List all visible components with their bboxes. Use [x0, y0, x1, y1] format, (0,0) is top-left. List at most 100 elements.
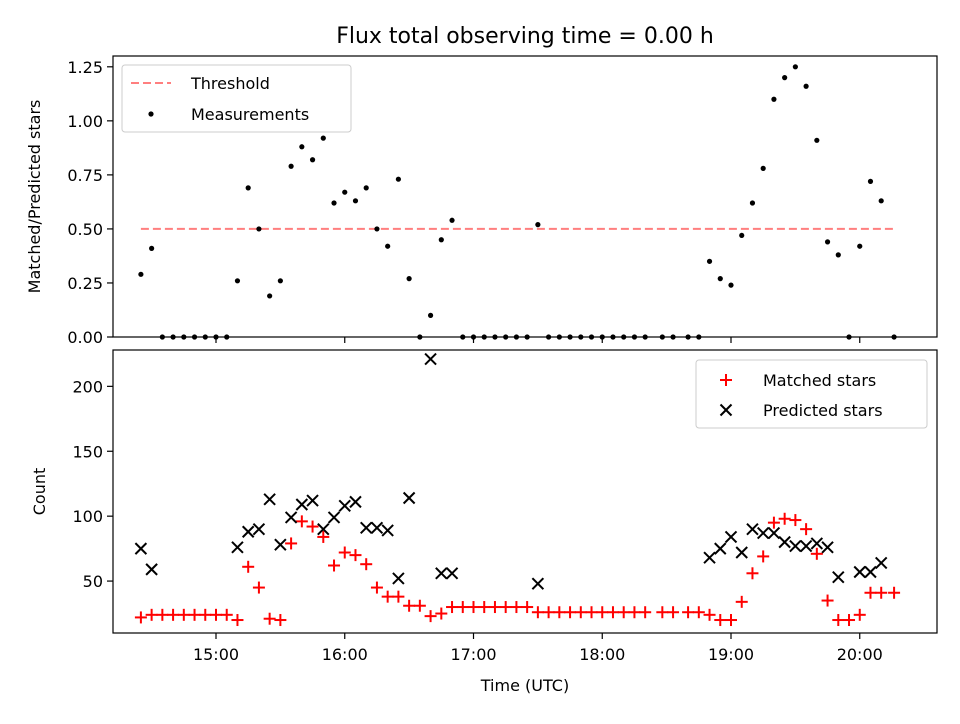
- matched-star-point: [328, 559, 341, 572]
- predicted-star-point: [767, 526, 781, 540]
- matched-star-point: [606, 606, 619, 619]
- predicted-star-point: [263, 493, 276, 506]
- y-tick-label: 100: [72, 507, 103, 526]
- y-tick-label: 50: [83, 572, 103, 591]
- cross-b: [360, 521, 373, 535]
- matched-star-point: [667, 606, 680, 619]
- measurement-point: [556, 334, 562, 340]
- matched-star-point: [306, 520, 319, 533]
- predicted-star-point: [381, 524, 394, 537]
- matched-star-point: [338, 546, 351, 559]
- measurement-point: [374, 226, 380, 232]
- matched-star-point: [778, 512, 791, 525]
- matched-star-point: [746, 567, 759, 580]
- matched-star-point: [692, 606, 705, 619]
- cross-b: [284, 511, 298, 524]
- measurement-point: [159, 334, 165, 340]
- measurement-point: [385, 243, 391, 249]
- legend-predicted-label: Predicted stars: [763, 401, 883, 420]
- cross-b: [799, 539, 813, 553]
- predicted-star-point: [424, 352, 437, 366]
- cross-b: [370, 521, 384, 535]
- measurement-point: [202, 334, 208, 340]
- measurement-point: [546, 334, 552, 340]
- matched-star-point: [156, 608, 169, 621]
- matched-star-point: [628, 606, 641, 619]
- predicted-star-point: [832, 570, 845, 584]
- matched-star-point: [220, 608, 233, 621]
- measurement-point: [717, 276, 723, 282]
- y-tick-label: 0.75: [67, 166, 103, 185]
- measurement-point: [492, 334, 498, 340]
- predicted-star-point: [284, 511, 298, 524]
- matched-star-point: [274, 614, 287, 627]
- y-axis-label: Matched/Predicted stars: [25, 100, 44, 294]
- predicted-star-point: [875, 556, 888, 570]
- predicted-star-point: [360, 521, 373, 535]
- measurement-point: [621, 334, 627, 340]
- matched-star-point: [145, 608, 158, 621]
- cross-b: [746, 522, 759, 536]
- matched-star-point: [242, 560, 255, 573]
- measurement-point: [513, 334, 520, 340]
- measurement-point: [406, 276, 412, 282]
- predicted-star-point: [306, 494, 319, 507]
- measurement-point: [728, 282, 734, 288]
- measurement-point: [460, 334, 466, 340]
- y-tick-label: 1.00: [67, 112, 103, 131]
- legend-measurement-label: Measurements: [191, 105, 309, 124]
- cross-b: [714, 542, 727, 555]
- measurement-point: [470, 334, 477, 340]
- measurement-point: [342, 189, 348, 195]
- cross-b: [810, 537, 824, 550]
- measurement-point: [524, 334, 530, 340]
- matched-star-point: [542, 606, 555, 619]
- matched-star-point: [714, 614, 727, 627]
- measurement-point: [234, 278, 241, 284]
- matched-star-point: [853, 608, 866, 621]
- measurement-point: [427, 312, 434, 318]
- cross-b: [424, 352, 437, 366]
- measurement-point: [642, 334, 648, 340]
- cross-b: [145, 563, 158, 576]
- measurement-point: [503, 334, 509, 340]
- matched-star-point: [167, 608, 180, 621]
- predicted-star-point: [252, 522, 266, 536]
- measurement-point: [891, 334, 897, 340]
- cross-b: [338, 499, 351, 512]
- cross-b: [327, 511, 341, 524]
- x-tick-label: 16:00: [322, 645, 368, 664]
- measurement-point: [867, 178, 874, 184]
- cross-b: [789, 539, 802, 553]
- bottom-axes: 50 100 150 200 15:00 16:00 17:00 18:00 19:00 20:0…: [30, 349, 938, 695]
- measurement-point: [631, 334, 638, 340]
- matched-star-point: [810, 547, 823, 560]
- cross-b: [767, 526, 781, 540]
- measurement-point: [846, 334, 852, 340]
- matched-star-point: [370, 581, 383, 594]
- cross-b: [274, 538, 287, 551]
- chart-title: Flux total observing time = 0.00 h: [336, 24, 714, 49]
- measurement-point: [749, 200, 756, 206]
- x-tick-label: 18:00: [579, 645, 625, 664]
- cross-b: [402, 491, 416, 505]
- predicted-star-point: [402, 491, 416, 505]
- y-axis-label: Count: [30, 468, 49, 516]
- matched-star-point: [553, 606, 566, 619]
- predicted-star-point: [317, 522, 330, 536]
- predicted-star-point: [864, 565, 877, 579]
- predicted-star-point: [134, 542, 148, 555]
- predicted-star-point: [756, 526, 770, 540]
- measurement-point: [288, 163, 294, 169]
- measurement-point: [138, 271, 144, 277]
- measurement-point: [588, 334, 595, 340]
- cross-b: [864, 565, 877, 579]
- matched-star-point: [531, 606, 544, 619]
- matched-star-point: [467, 601, 480, 614]
- top-axes: 0.00 0.25 0.50 0.75 1.00 1.25 Matched/Predicte…: [25, 55, 938, 347]
- measurement-point: [181, 334, 187, 340]
- x-axis-label: Time (UTC): [480, 676, 569, 695]
- cross-b: [252, 522, 266, 536]
- measurement-point: [610, 334, 616, 340]
- cross-b: [832, 570, 845, 584]
